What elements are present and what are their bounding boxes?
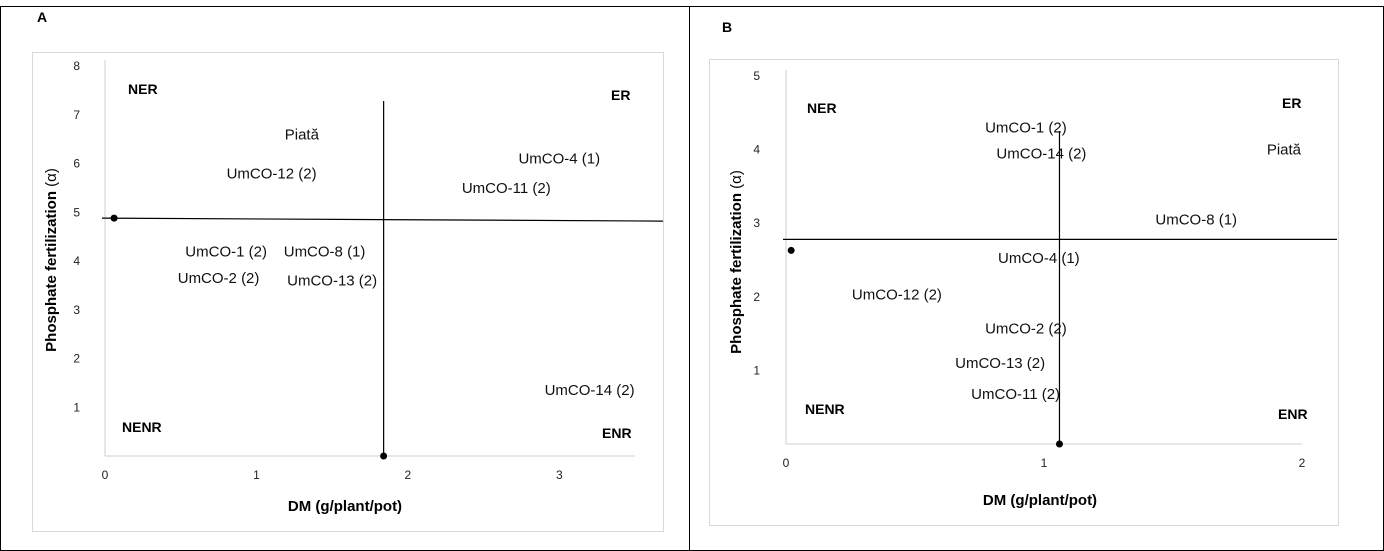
panel-b-chart-area (709, 59, 1339, 526)
data-point-label: UmCO-1 (2) (985, 120, 1067, 137)
panel-b-y-axis-label-symbol: (α) (728, 170, 745, 189)
x-tick-label: 2 (405, 468, 412, 482)
horizontal-reference-line (101, 217, 664, 222)
y-tick-label: 1 (753, 363, 760, 377)
y-tick-label: 6 (73, 157, 80, 171)
y-tick-label: 5 (73, 205, 80, 219)
data-point-label: UmCO-4 (1) (998, 250, 1080, 267)
y-tick-label: 3 (73, 303, 80, 317)
panel-b-x-axis-label: DM (g/plant/pot) (983, 492, 1097, 509)
y-tick-label: 2 (753, 290, 760, 304)
x-tick-label: 3 (556, 468, 563, 482)
data-point-label: UmCO-11 (2) (462, 180, 551, 197)
panel-b-quadrant-ner: NER (807, 100, 837, 116)
data-point-label: UmCO-2 (2) (985, 320, 1067, 337)
panel-a-y-ticks: 1 2 3 4 5 6 7 8 (73, 59, 80, 414)
panel-b-y-ticks: 1 2 3 4 5 (753, 69, 760, 377)
panel-a-quadrant-nenr: NENR (122, 419, 162, 435)
data-point-label: UmCO-8 (1) (284, 243, 366, 260)
panel-b-axes (783, 70, 1337, 448)
y-tick-label: 4 (73, 254, 80, 268)
panel-a-y-axis-label-text: Phosphate fertilization (43, 191, 60, 352)
panel-a-y-axis-label-symbol: (α) (43, 168, 60, 187)
y-tick-label: 7 (73, 108, 80, 122)
x-tick-label: 0 (783, 456, 790, 470)
panel-a-quadrant-enr: ENR (602, 425, 632, 441)
data-point-label: UmCO-2 (2) (178, 270, 260, 287)
panel-b-x-ticks: 0 1 2 (783, 456, 1306, 470)
x-tick-label: 1 (1041, 456, 1048, 470)
data-point-label: Piată (1267, 142, 1302, 159)
panel-a-x-axis-label: DM (g/plant/pot) (288, 498, 402, 515)
panel-b-letter: B (722, 19, 732, 35)
panel-b-quadrant-nenr: NENR (805, 401, 845, 417)
data-point-label: UmCO-1 (2) (185, 243, 267, 260)
panel-a-letter: A (37, 9, 47, 25)
reference-marker (110, 214, 118, 222)
panel-a-axes (101, 60, 664, 460)
data-point-label: UmCO-11 (2) (971, 386, 1060, 403)
panel-a: A 0 1 2 3 1 2 3 4 5 6 7 8 Piată UmCO-12 (2) UmCO-4 (… (32, 9, 664, 532)
y-tick-label: 4 (753, 143, 760, 157)
panel-b-y-axis-label-text: Phosphate fertilization (728, 193, 745, 354)
data-point-label: UmCO-13 (2) (955, 355, 1045, 372)
panel-b-points: UmCO-1 (2) UmCO-14 (2) Piată UmCO-8 (1) UmCO… (852, 120, 1302, 403)
reference-marker (1055, 440, 1063, 448)
data-point-label: Piată (285, 126, 320, 143)
panel-a-quadrant-er: ER (611, 87, 630, 103)
panel-a-quadrant-ner: NER (128, 81, 158, 97)
data-point-label: UmCO-12 (2) (227, 165, 317, 182)
data-point-label: UmCO-14 (2) (996, 145, 1086, 162)
y-tick-label: 1 (73, 400, 80, 414)
y-tick-label: 2 (73, 352, 80, 366)
panel-a-points: Piată UmCO-12 (2) UmCO-4 (1) UmCO-11 (2) UmC… (178, 126, 635, 399)
panel-b-quadrant-er: ER (1282, 95, 1301, 111)
y-tick-label: 5 (753, 69, 760, 83)
panel-b-y-axis-label: Phosphate fertilization (α) (728, 170, 745, 354)
x-tick-label: 2 (1299, 456, 1306, 470)
data-point-label: UmCO-12 (2) (852, 287, 942, 304)
panel-b-quadrant-enr: ENR (1278, 406, 1308, 422)
reference-marker (787, 246, 795, 254)
y-tick-label: 8 (73, 59, 80, 73)
data-point-label: UmCO-4 (1) (518, 151, 600, 168)
data-point-label: UmCO-13 (2) (287, 273, 377, 290)
data-point-label: UmCO-14 (2) (545, 382, 635, 399)
panel-a-chart-area (32, 52, 664, 532)
panel-a-y-axis-label: Phosphate fertilization (α) (43, 168, 60, 352)
reference-marker (380, 452, 388, 460)
x-tick-label: 1 (253, 468, 260, 482)
panel-a-x-ticks: 0 1 2 3 (102, 468, 563, 482)
data-point-label: UmCO-8 (1) (1155, 212, 1237, 229)
x-tick-label: 0 (102, 468, 109, 482)
y-tick-label: 3 (753, 216, 760, 230)
